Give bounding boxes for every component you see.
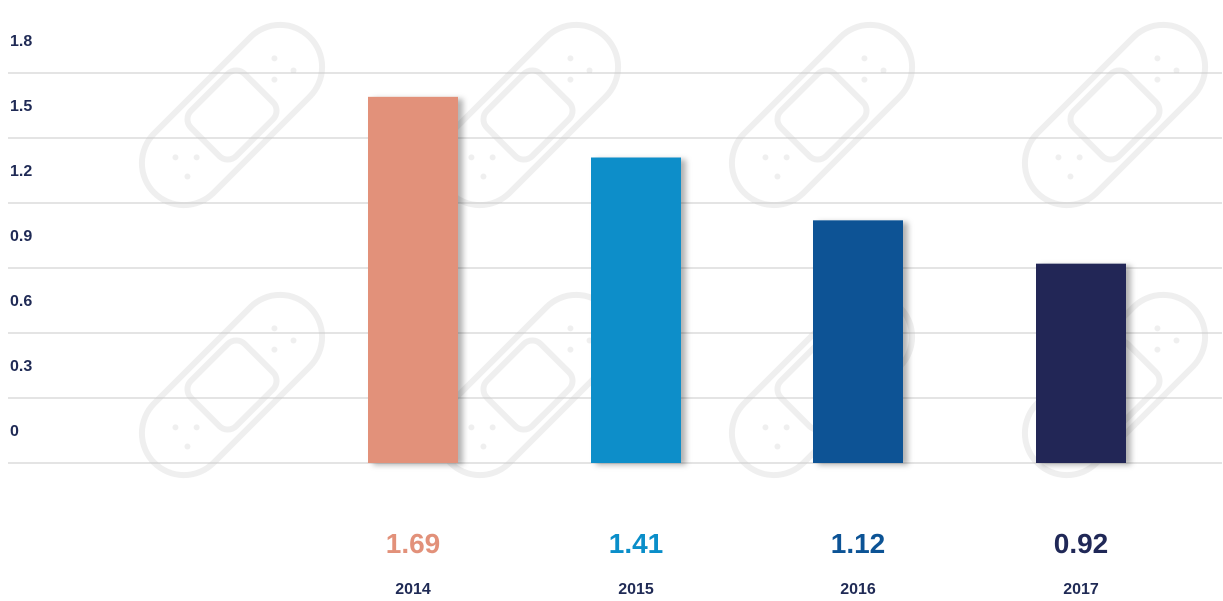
bandage-icon	[1008, 8, 1223, 223]
y-tick-label: 0.6	[10, 293, 32, 310]
x-tick-label: 2014	[395, 581, 431, 598]
y-tick-label: 0.9	[10, 228, 32, 245]
y-tick-label: 0.3	[10, 358, 32, 375]
y-axis-ticks: 0 0.3 0.6 0.9 1.2 1.5 1.8	[10, 33, 32, 440]
value-label: 0.92	[1054, 528, 1109, 559]
bars	[368, 96, 1126, 463]
bar-2014	[368, 96, 458, 463]
bandage-icon	[125, 278, 340, 493]
bandage-icon	[125, 8, 340, 223]
x-tick-label: 2015	[618, 581, 654, 598]
y-tick-label: 1.8	[10, 33, 32, 50]
value-label: 1.69	[386, 528, 441, 559]
y-tick-label: 1.5	[10, 98, 32, 115]
bandage-icon	[715, 8, 930, 223]
x-tick-label: 2017	[1063, 581, 1099, 598]
y-tick-label: 1.2	[10, 163, 32, 180]
bar-2015	[591, 157, 681, 463]
value-label: 1.12	[831, 528, 886, 559]
value-labels: 1.69 1.41 1.12 0.92	[386, 528, 1109, 559]
bar-2017	[1036, 263, 1126, 463]
value-label: 1.41	[609, 528, 664, 559]
x-axis-labels: 2014 2015 2016 2017	[395, 581, 1099, 598]
bar-2016	[813, 220, 903, 463]
y-tick-label: 0	[10, 423, 19, 440]
x-tick-label: 2016	[840, 581, 876, 598]
